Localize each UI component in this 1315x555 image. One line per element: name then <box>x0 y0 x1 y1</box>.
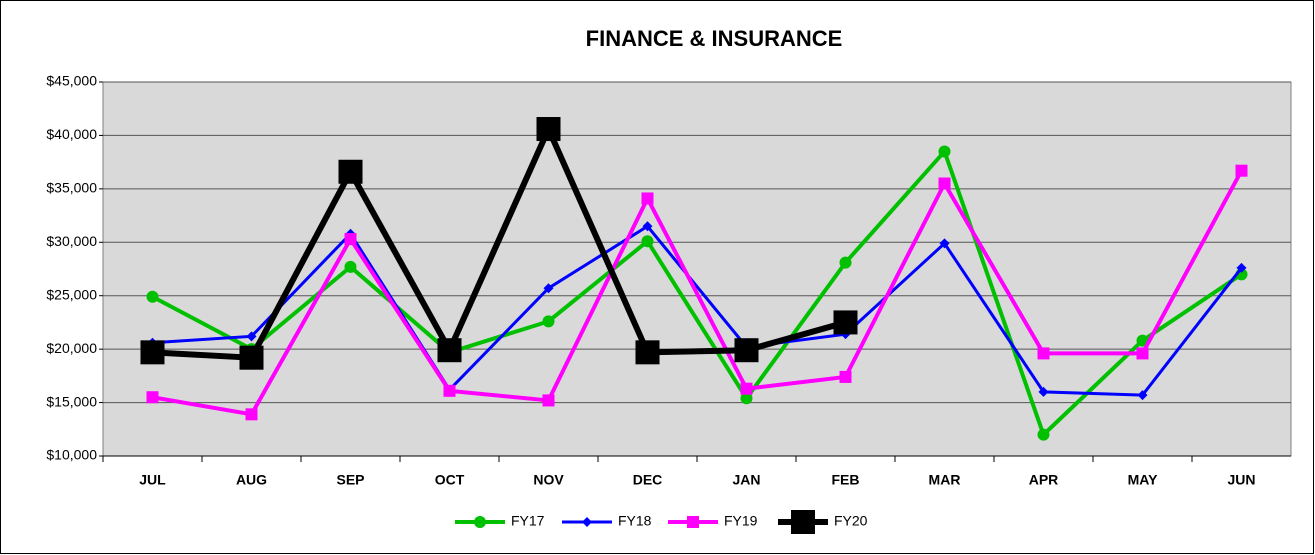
x-tick-label: FEB <box>832 472 860 488</box>
legend-label: FY20 <box>834 513 868 529</box>
x-tick-label: JUN <box>1227 472 1255 488</box>
data-point <box>344 260 357 273</box>
x-tick-label: MAY <box>1128 472 1158 488</box>
data-point <box>642 221 653 232</box>
data-point <box>939 238 950 249</box>
data-point <box>740 382 753 395</box>
x-tick-label: JUL <box>139 472 166 488</box>
data-point <box>542 394 555 407</box>
plot-area <box>102 81 1292 457</box>
x-tick-label: OCT <box>435 472 465 488</box>
data-point <box>146 391 159 404</box>
data-point <box>146 290 159 303</box>
series-line <box>152 169 1244 417</box>
data-point <box>344 233 357 246</box>
x-tick-label: DEC <box>633 472 663 488</box>
data-point <box>839 370 852 383</box>
data-point <box>1137 390 1148 401</box>
data-point <box>338 159 363 184</box>
chart-title: FINANCE & INSURANCE <box>586 26 843 51</box>
y-tick-label: $30,000 <box>46 233 97 249</box>
data-point <box>641 192 654 205</box>
data-point <box>839 256 852 269</box>
data-point <box>536 117 561 142</box>
data-point <box>641 235 654 248</box>
x-tick-label: SEP <box>336 472 364 488</box>
data-point <box>1037 428 1050 441</box>
data-point <box>1235 164 1248 177</box>
x-tick-label: AUG <box>236 472 267 488</box>
data-point <box>1136 334 1149 347</box>
data-point <box>443 384 456 397</box>
y-tick-label: $40,000 <box>46 126 97 142</box>
y-tick-label: $35,000 <box>46 180 97 196</box>
data-point <box>938 177 951 190</box>
y-tick-label: $45,000 <box>46 73 97 89</box>
data-point <box>938 145 951 158</box>
x-tick-label: JAN <box>732 472 760 488</box>
data-point <box>734 338 759 363</box>
data-point <box>1037 347 1050 360</box>
y-tick-label: $10,000 <box>46 447 97 463</box>
data-point <box>542 315 555 328</box>
x-tick-label: MAR <box>929 472 961 488</box>
data-point <box>1038 386 1049 397</box>
x-tick-label: NOV <box>533 472 564 488</box>
series-line <box>152 121 847 361</box>
series-line <box>152 224 1243 397</box>
data-point <box>543 283 554 294</box>
data-point <box>437 338 462 363</box>
data-point <box>246 331 257 342</box>
data-point <box>833 310 858 335</box>
x-tick-label: APR <box>1029 472 1059 488</box>
y-tick-label: $25,000 <box>46 286 97 302</box>
data-point <box>245 408 258 421</box>
data-point <box>239 345 264 370</box>
data-point <box>635 340 660 365</box>
legend-marker <box>687 516 699 528</box>
series-line <box>151 147 1243 439</box>
data-point <box>140 340 165 365</box>
y-tick-label: $20,000 <box>46 340 97 356</box>
y-tick-label: $15,000 <box>46 393 97 409</box>
data-point <box>1236 262 1247 273</box>
legend-label: FY17 <box>511 513 545 529</box>
legend-marker <box>582 517 592 527</box>
data-point <box>1136 347 1149 360</box>
legend-marker <box>474 516 486 528</box>
legend-marker <box>791 510 815 534</box>
data-point <box>740 392 753 405</box>
legend-label: FY19 <box>724 513 758 529</box>
legend-label: FY18 <box>618 513 652 529</box>
